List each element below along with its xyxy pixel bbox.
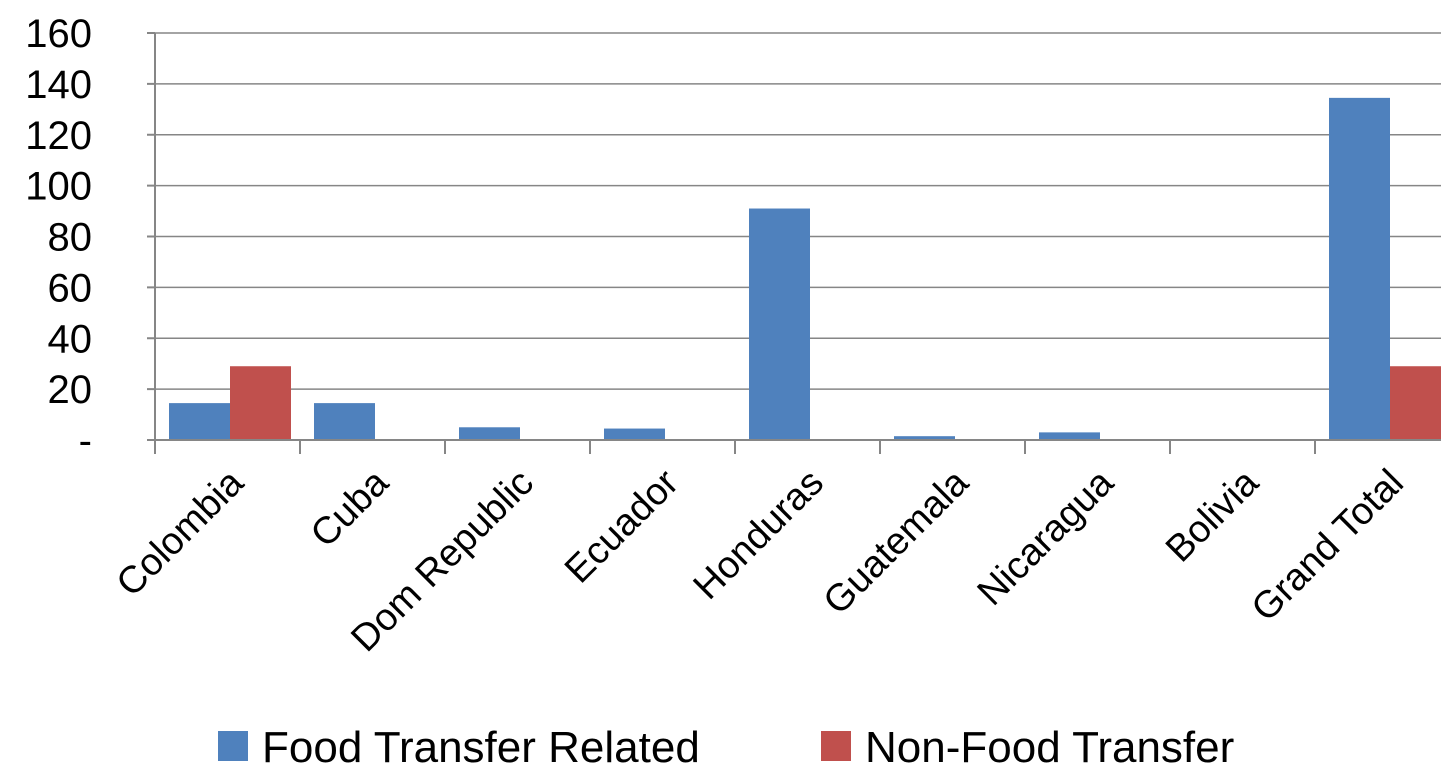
- bar-food-transfer: [169, 403, 230, 440]
- legend-label: Non-Food Transfer: [865, 723, 1234, 767]
- legend-swatch: [821, 731, 851, 761]
- y-tick-label: 120: [25, 114, 92, 158]
- x-category-label: Cuba: [303, 461, 398, 556]
- x-category-label: Grand Total: [1244, 462, 1412, 630]
- legend-label: Food Transfer Related: [262, 723, 700, 767]
- x-category-label: Bolivia: [1158, 461, 1267, 570]
- y-tick-label: 160: [25, 12, 92, 56]
- y-tick-labels: - 20 40 60 80 100 120 140 160: [25, 12, 92, 463]
- y-tick-label: 100: [25, 165, 92, 209]
- bar-non-food-transfer: [1390, 366, 1441, 440]
- axes: [147, 32, 1441, 454]
- bars: [169, 97, 1441, 440]
- bar-food-transfer: [459, 427, 520, 440]
- bar-food-transfer: [749, 208, 810, 440]
- x-category-label: Honduras: [686, 462, 832, 608]
- y-tick-label: 140: [25, 63, 92, 107]
- bar-food-transfer: [894, 436, 955, 440]
- bar-food-transfer: [1039, 432, 1100, 440]
- y-tick-label: 20: [48, 368, 93, 412]
- bar-food-transfer: [1329, 97, 1390, 440]
- y-tick-label: -: [79, 419, 92, 463]
- legend-swatch: [218, 731, 248, 761]
- y-tick-label: 60: [48, 266, 93, 310]
- bar-food-transfer: [604, 428, 665, 440]
- bar-non-food-transfer: [230, 366, 291, 440]
- y-tick-label: 80: [48, 216, 93, 260]
- x-category-label: Nicaragua: [970, 461, 1123, 614]
- x-category-label: Guatemala: [816, 461, 978, 623]
- legend: Food Transfer Related Non-Food Transfer: [218, 723, 1234, 767]
- bar-food-transfer: [314, 403, 375, 440]
- y-tick-label: 40: [48, 317, 93, 361]
- x-category-label: Ecuador: [557, 461, 687, 591]
- x-category-label: Colombia: [109, 461, 253, 605]
